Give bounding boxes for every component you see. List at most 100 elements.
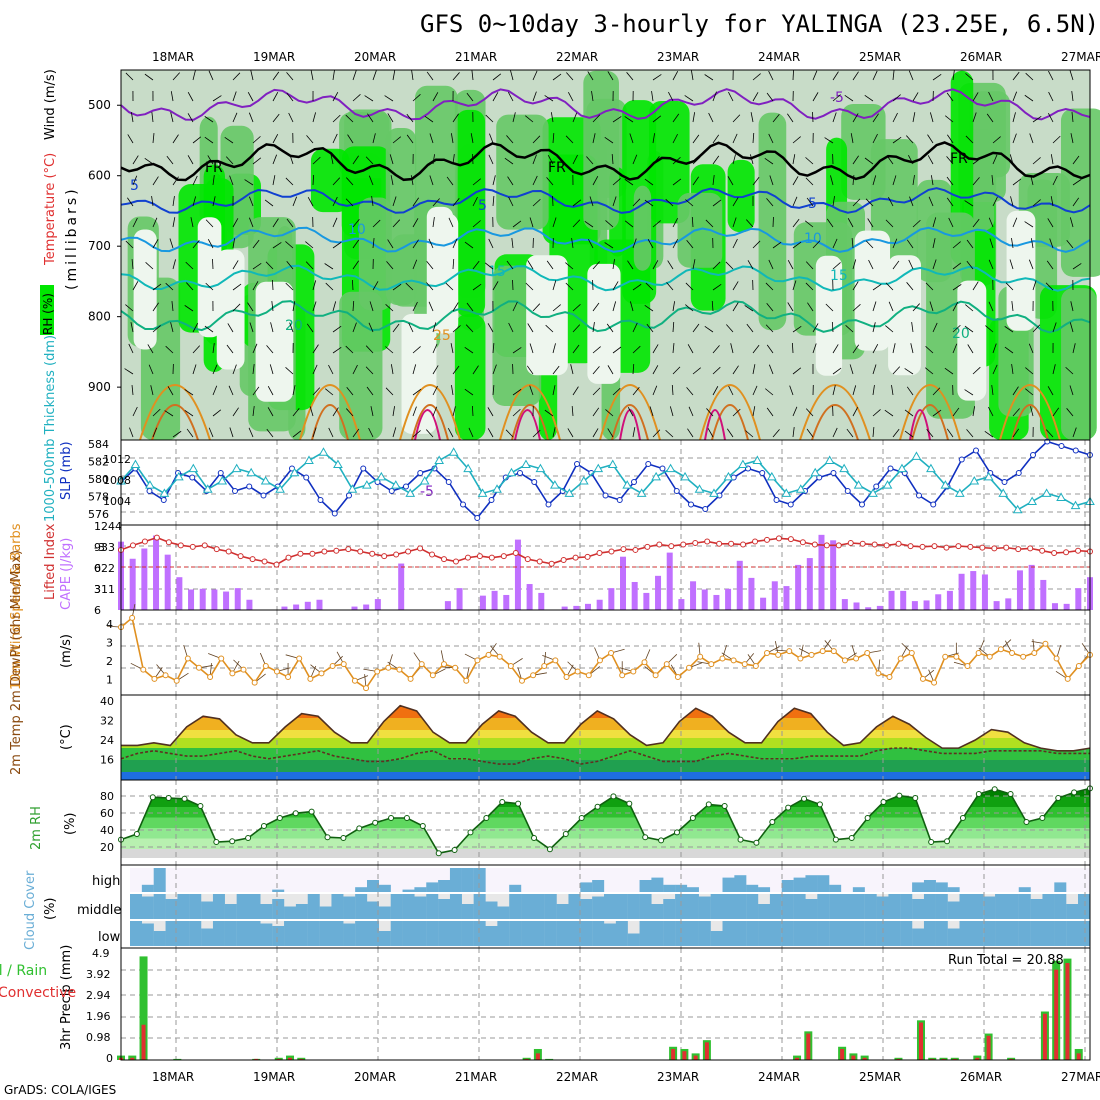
rh-line-point bbox=[419, 823, 426, 829]
rh-line-point bbox=[928, 839, 935, 845]
wind-barb bbox=[170, 91, 174, 102]
wind-barb bbox=[172, 196, 175, 207]
cloud-bar bbox=[485, 926, 498, 946]
wind-barb bbox=[365, 345, 374, 354]
wind-barb bbox=[1048, 112, 1054, 123]
wind-barb bbox=[232, 112, 238, 123]
slp-line-point bbox=[759, 470, 766, 476]
wind-barb bbox=[692, 259, 696, 270]
legend-rh: RH (%) bbox=[41, 293, 55, 335]
wind-barb bbox=[672, 238, 679, 249]
wind-barb bbox=[127, 197, 134, 207]
wind-barb bbox=[152, 427, 158, 438]
wind-speed-line-point bbox=[875, 670, 882, 677]
cloud-bar bbox=[663, 921, 676, 946]
wind-barb bbox=[487, 407, 494, 417]
rh-region bbox=[649, 100, 690, 224]
cape-bar bbox=[760, 597, 767, 610]
wind-barb bbox=[252, 263, 262, 270]
thickness-line-point bbox=[246, 467, 257, 477]
cloud-bar bbox=[438, 880, 451, 892]
convective-bar bbox=[952, 1058, 957, 1060]
wind-barb bbox=[966, 429, 974, 438]
slp-line-point bbox=[1015, 470, 1022, 476]
wind-speed-line-point bbox=[251, 679, 258, 686]
cloud-bar bbox=[473, 868, 486, 892]
wind-barb bbox=[632, 238, 637, 249]
wind-barb bbox=[371, 196, 374, 207]
wind-barb bbox=[1025, 388, 1034, 396]
wind-barb bbox=[408, 322, 414, 333]
cloud-bar bbox=[355, 887, 368, 892]
cloud-bar bbox=[805, 921, 818, 946]
wind-barb bbox=[470, 133, 474, 144]
wind-barb bbox=[550, 112, 554, 123]
wind-barb bbox=[612, 301, 617, 312]
wind-barb bbox=[1048, 91, 1054, 102]
cloud-bar bbox=[604, 894, 616, 919]
wind-barb bbox=[872, 175, 877, 186]
cloud-bar bbox=[686, 894, 699, 919]
wind-speed-line-point bbox=[953, 653, 960, 660]
contour-label: 15 bbox=[830, 268, 848, 284]
lifted-index-line-point bbox=[1015, 546, 1022, 553]
wind-barb bbox=[271, 279, 274, 291]
wind-barb bbox=[212, 385, 218, 396]
slp-line-point bbox=[160, 497, 167, 503]
wind-barb bbox=[345, 114, 354, 123]
cloud-bar bbox=[1078, 921, 1090, 946]
wind-barb bbox=[252, 281, 259, 291]
lifted-index-line-point bbox=[429, 551, 436, 558]
rh-line-point bbox=[594, 803, 601, 810]
thickness-tick: 580 bbox=[88, 473, 109, 486]
wind-barb bbox=[932, 73, 942, 81]
wind-barb bbox=[769, 175, 774, 186]
slp-line-point bbox=[531, 479, 538, 485]
wind-barb bbox=[452, 258, 455, 270]
wind-barb bbox=[532, 135, 541, 144]
cape-bar bbox=[479, 595, 486, 610]
cloud-bar bbox=[947, 928, 960, 946]
wind-barb bbox=[752, 176, 760, 186]
legend-wind: Wind (m/s) bbox=[43, 69, 58, 140]
lifted-index-line-point bbox=[859, 540, 866, 547]
wind-barb bbox=[952, 343, 958, 354]
wind-barb bbox=[872, 322, 876, 333]
lifted-index-line-point bbox=[189, 543, 196, 550]
li-tick: 0 bbox=[94, 562, 101, 575]
wind-speed-line-point bbox=[385, 664, 392, 671]
wind-barb bbox=[267, 407, 274, 417]
lifted-index-line-point bbox=[967, 543, 974, 550]
wind-barb bbox=[892, 70, 895, 81]
slp-line-point bbox=[146, 488, 153, 494]
wind-barb bbox=[852, 259, 857, 270]
wind-barb bbox=[507, 176, 514, 186]
wind-barb bbox=[571, 238, 574, 249]
cape-bar bbox=[444, 601, 451, 610]
wind-barb bbox=[212, 409, 222, 417]
thickness-line-point bbox=[636, 488, 647, 497]
thickness-line-point bbox=[1056, 492, 1066, 501]
wind-barb bbox=[946, 197, 954, 207]
wind-barb bbox=[607, 71, 614, 81]
wind-speed-line-point bbox=[351, 677, 358, 684]
wind-speed-line-point bbox=[853, 655, 860, 662]
wind-barb bbox=[208, 427, 214, 438]
rh-band bbox=[121, 849, 1090, 858]
rain-bar bbox=[173, 1058, 182, 1060]
lifted-index-line-point bbox=[464, 554, 471, 561]
lifted-index-line-point bbox=[931, 543, 938, 550]
cloud-bar bbox=[627, 894, 640, 919]
wind-barb bbox=[772, 114, 780, 123]
wind-barb bbox=[227, 323, 234, 333]
wind-barb bbox=[492, 385, 495, 396]
wind-barb bbox=[506, 260, 514, 270]
wind-barb bbox=[272, 218, 279, 228]
wind-barb bbox=[946, 156, 954, 165]
cape-bar bbox=[141, 548, 148, 610]
lifted-index-line-point bbox=[201, 542, 208, 549]
wind-speed-line-point bbox=[1042, 640, 1049, 647]
wind-barb bbox=[825, 303, 834, 312]
wind-barb bbox=[445, 282, 454, 291]
cloud-level-label: high bbox=[92, 874, 120, 889]
